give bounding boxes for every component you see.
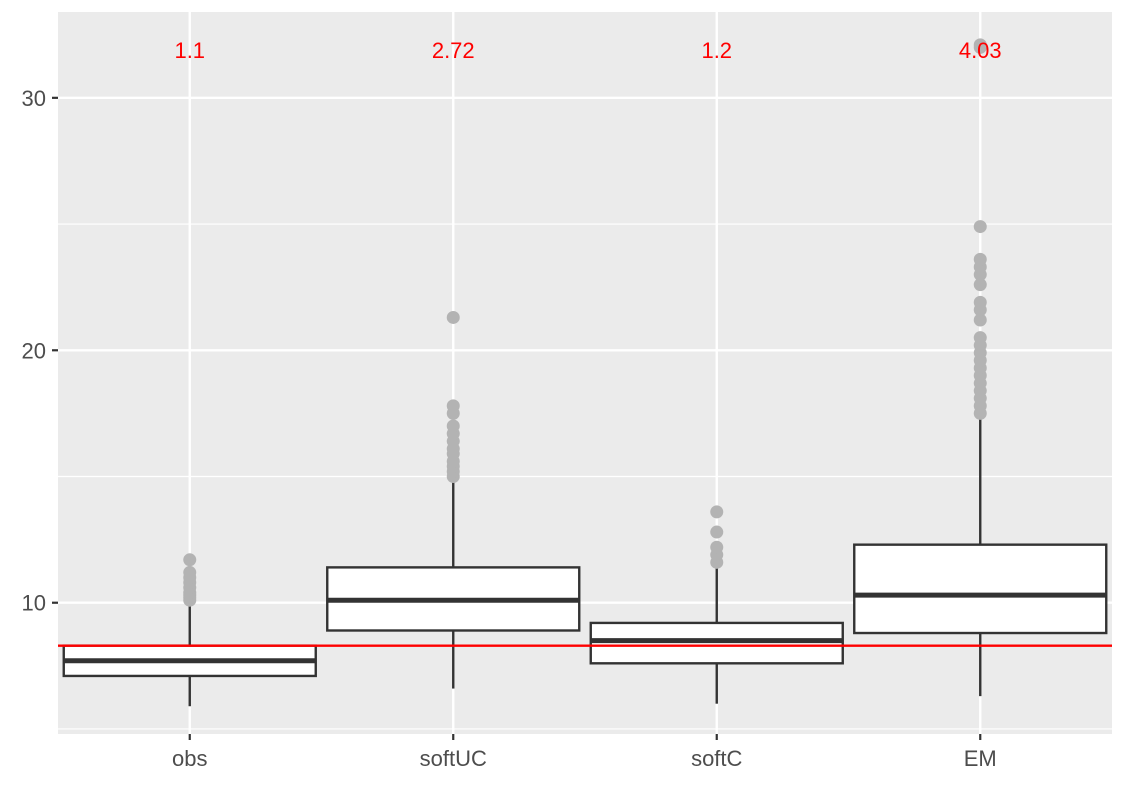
x-tick-label: obs	[172, 746, 207, 771]
box-body	[589, 621, 844, 665]
outlier-point	[710, 505, 724, 519]
box-softUC	[326, 310, 581, 689]
outlier-point	[710, 525, 724, 539]
outlier-point	[973, 278, 987, 292]
annotation-label: 1.2	[701, 38, 732, 63]
outlier-point	[183, 565, 197, 579]
y-tick-label: 20	[22, 338, 46, 363]
outlier-point	[446, 419, 460, 433]
outlier-point	[973, 331, 987, 345]
outlier-point	[973, 313, 987, 327]
x-tick-label: softC	[691, 746, 742, 771]
box-body	[853, 543, 1108, 635]
annotation-label: 1.1	[174, 38, 205, 63]
outlier-point	[973, 38, 987, 52]
y-axis: 10 20 30	[22, 86, 58, 616]
outlier-point	[973, 295, 987, 309]
annotation-label: 4.03	[959, 38, 1002, 63]
y-tick-label: 30	[22, 86, 46, 111]
outlier-point	[973, 252, 987, 266]
annotation-label: 2.72	[432, 38, 475, 63]
outlier-point	[446, 310, 460, 324]
x-tick-label: EM	[964, 746, 997, 771]
outlier-point	[183, 553, 197, 567]
x-tick-label: softUC	[420, 746, 487, 771]
outlier-point	[446, 399, 460, 413]
y-tick-label: 10	[22, 591, 46, 616]
box-EM	[853, 38, 1108, 697]
outlier-point	[710, 540, 724, 554]
boxes-layer	[62, 38, 1108, 707]
box-softC	[589, 505, 844, 704]
x-axis: obs softUC softC EM	[172, 734, 997, 771]
outlier-point	[973, 220, 987, 234]
box-obs	[62, 553, 317, 707]
annotations-layer: 1.1 2.72 1.2 4.03	[174, 38, 1001, 63]
